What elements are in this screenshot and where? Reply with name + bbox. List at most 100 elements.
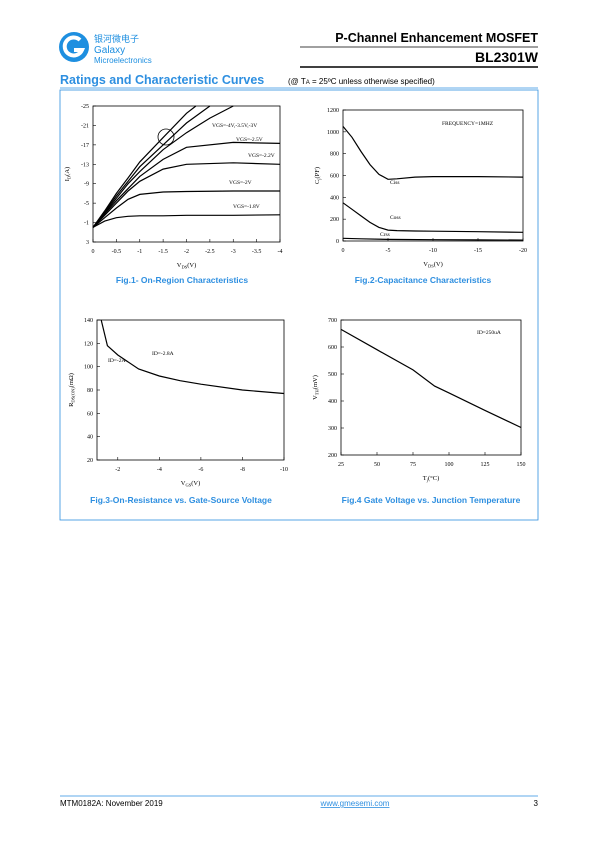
x-tick-label: 125 — [481, 462, 490, 468]
x-tick-label: -0.5 — [112, 249, 122, 255]
axis-label: ID(A) — [64, 167, 72, 181]
y-tick-label: 600 — [328, 345, 337, 351]
axis-label: Tj(°C) — [423, 475, 440, 483]
label-main: V — [312, 395, 319, 400]
x-tick-label: -6 — [198, 467, 203, 473]
x-tick-label: -4 — [278, 249, 283, 255]
figure-caption: Fig.2-Capacitance Characteristics — [355, 275, 492, 285]
y-tick-label: 60 — [87, 411, 93, 417]
y-tick-label: 20 — [87, 458, 93, 464]
axis-label: VDS(V) — [423, 261, 443, 269]
label-rest: (mΩ) — [68, 373, 75, 387]
x-tick-label: 0 — [92, 249, 95, 255]
highlight-circle — [157, 128, 175, 146]
axis-label: VGS(V) — [181, 480, 201, 488]
annotation: VGS=-4V,-3.5V,-3V — [212, 123, 257, 129]
annotation: FREQUENCY=1MHZ — [442, 121, 494, 127]
y-tick-label: 0 — [336, 239, 339, 245]
y-tick-label: -1 — [84, 221, 89, 227]
figure-caption: Fig.4 Gate Voltage vs. Junction Temperat… — [342, 495, 521, 505]
x-tick-label: -2.5 — [205, 249, 215, 255]
axis-label: RDS(ON)(mΩ) — [68, 373, 76, 407]
label-sub: j — [426, 478, 428, 483]
footer-url[interactable]: www.gmesemi.com — [320, 799, 390, 808]
y-tick-label: 120 — [84, 341, 93, 347]
annotation: VGS=-2.2V — [248, 153, 275, 159]
curve — [92, 105, 234, 228]
curve — [342, 126, 524, 180]
y-tick-label: -13 — [81, 162, 89, 168]
x-tick-label: -4 — [157, 467, 162, 473]
curve — [340, 328, 522, 429]
x-tick-label: -8 — [240, 467, 245, 473]
label-sub: GS — [185, 483, 191, 488]
curve — [342, 202, 524, 233]
plot-frame — [340, 319, 522, 456]
series-label: Ciss — [390, 180, 399, 186]
figure-caption: Fig.3-On-Resistance vs. Gate-Source Volt… — [90, 495, 272, 505]
plot-frame — [342, 109, 524, 242]
section-title: Ratings and Characteristic Curves — [60, 73, 264, 87]
label-sub: D — [67, 175, 72, 179]
y-tick-label: 1000 — [327, 130, 339, 136]
x-tick-label: -20 — [519, 248, 527, 254]
series-label: Coss — [390, 215, 401, 221]
x-tick-label: 150 — [517, 462, 526, 468]
annotation: VGS=-2.5V — [236, 137, 263, 143]
doc-title: P-Channel Enhancement MOSFET — [335, 31, 538, 45]
x-tick-label: -3 — [231, 249, 236, 255]
x-tick-label: 100 — [445, 462, 454, 468]
x-tick-label: 75 — [410, 462, 416, 468]
footer-page: 3 — [534, 799, 539, 808]
y-tick-label: 3 — [86, 240, 89, 246]
x-tick-label: 25 — [338, 462, 344, 468]
annotation: ID=-2.8A — [152, 351, 174, 357]
annotation: ID=-2A — [108, 358, 125, 364]
y-tick-label: 140 — [84, 318, 93, 324]
annotation: ID=250uA — [477, 330, 501, 336]
y-tick-label: 800 — [330, 152, 339, 158]
curve — [92, 162, 281, 228]
label-main: V — [423, 261, 428, 268]
y-tick-label: 600 — [330, 174, 339, 180]
x-tick-label: -3.5 — [252, 249, 262, 255]
y-tick-label: 400 — [330, 195, 339, 201]
label-rest: (°C) — [428, 475, 439, 482]
figure-box — [59, 89, 539, 521]
footer-doc: MTM0182A: November 2019 — [60, 799, 163, 808]
x-tick-label: 0 — [342, 248, 345, 254]
label-main: V — [181, 480, 186, 487]
section-note: (@ TA = 25ºC unless otherwise specified) — [288, 77, 435, 86]
label-sub: j — [317, 178, 322, 180]
x-tick-label: -2 — [115, 467, 120, 473]
curve — [92, 105, 197, 228]
label-sub: DS(ON) — [71, 387, 76, 403]
curve — [92, 214, 281, 228]
y-tick-label: 200 — [330, 217, 339, 223]
x-tick-label: -5 — [386, 248, 391, 254]
y-tick-label: 500 — [328, 372, 337, 378]
x-tick-label: -2 — [184, 249, 189, 255]
axis-label: VTH(mV) — [312, 375, 320, 400]
logo-en: Galaxy — [94, 45, 125, 56]
x-tick-label: -1 — [137, 249, 142, 255]
label-rest: (V) — [191, 480, 200, 487]
y-tick-label: 700 — [328, 318, 337, 324]
annotation: VGS=-2V — [229, 180, 252, 186]
y-tick-label: -5 — [84, 201, 89, 207]
y-tick-label: -21 — [81, 123, 89, 129]
logo-g — [62, 35, 86, 58]
label-sub: DS — [181, 265, 187, 270]
figure-caption: Fig.1- On-Region Characteristics — [116, 275, 249, 285]
y-tick-label: 80 — [87, 388, 93, 394]
label-rest: (PF) — [314, 167, 321, 179]
label-main: R — [68, 402, 75, 407]
axis-label: VDS(V) — [177, 262, 197, 270]
label-sub: DS — [428, 264, 434, 269]
y-tick-label: 100 — [84, 365, 93, 371]
series-label: Crss — [380, 232, 390, 238]
y-tick-label: 200 — [328, 453, 337, 459]
curve — [342, 237, 524, 241]
x-tick-label: 50 — [374, 462, 380, 468]
y-tick-label: 400 — [328, 399, 337, 405]
